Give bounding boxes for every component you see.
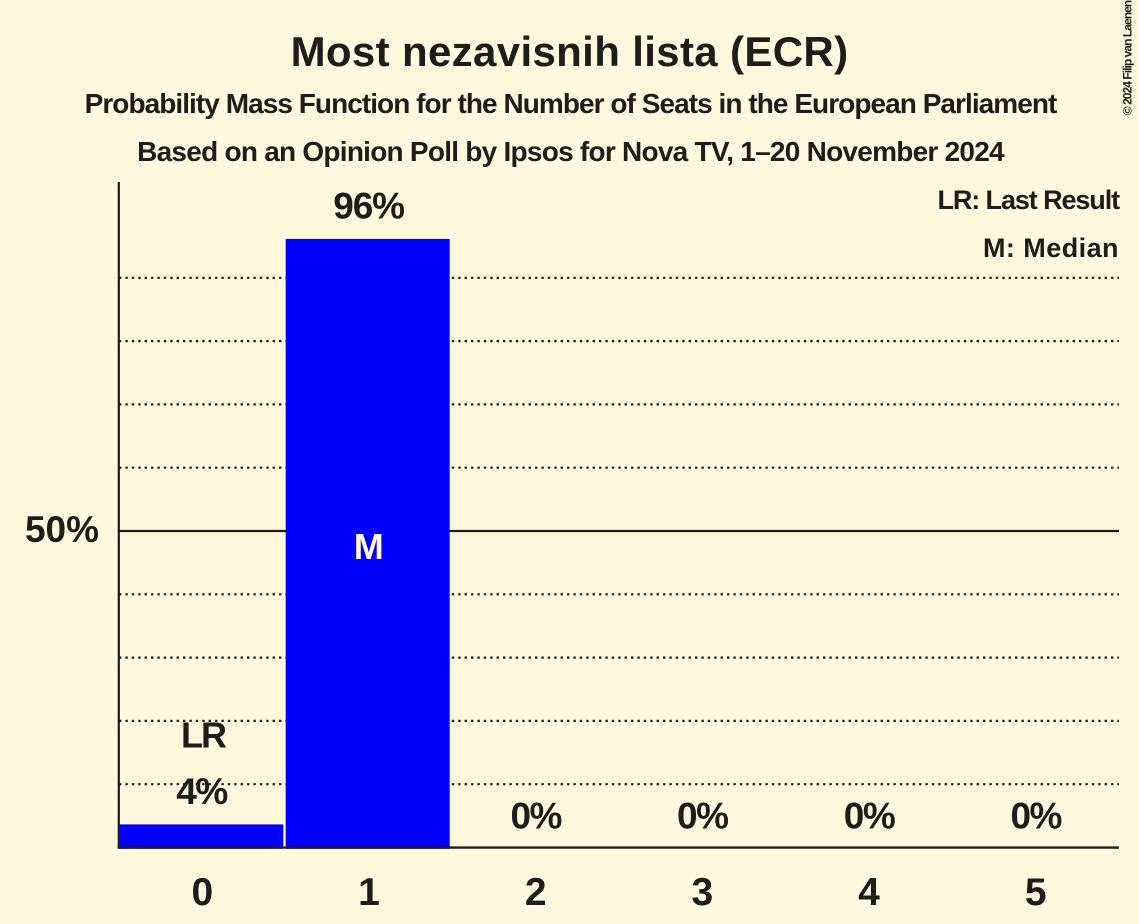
svg-text:© 2024 Filip van Laenen: © 2024 Filip van Laenen — [1121, 0, 1135, 115]
svg-text:5: 5 — [1025, 871, 1047, 914]
svg-text:0: 0 — [191, 871, 213, 914]
svg-text:Probability Mass Function for: Probability Mass Function for the Number… — [85, 88, 1057, 119]
svg-text:Based on an Opinion Poll by Ip: Based on an Opinion Poll by Ipsos for No… — [137, 136, 1005, 167]
svg-text:LR: LR — [181, 715, 227, 756]
svg-text:4: 4 — [858, 871, 880, 914]
svg-text:0%: 0% — [844, 796, 895, 837]
svg-text:M: M — [354, 526, 384, 567]
svg-text:0%: 0% — [510, 796, 561, 837]
svg-text:Most nezavisnih lista (ECR): Most nezavisnih lista (ECR) — [291, 28, 849, 75]
svg-text:4%: 4% — [176, 771, 227, 812]
svg-text:0%: 0% — [1010, 796, 1061, 837]
svg-text:0%: 0% — [677, 796, 728, 837]
svg-text:1: 1 — [358, 871, 380, 914]
svg-text:50%: 50% — [25, 509, 99, 550]
svg-text:3: 3 — [691, 871, 713, 914]
svg-text:2: 2 — [525, 871, 547, 914]
svg-text:M: Median: M: Median — [983, 233, 1119, 263]
svg-text:96%: 96% — [333, 185, 404, 226]
svg-text:LR: Last Result: LR: Last Result — [937, 185, 1120, 215]
